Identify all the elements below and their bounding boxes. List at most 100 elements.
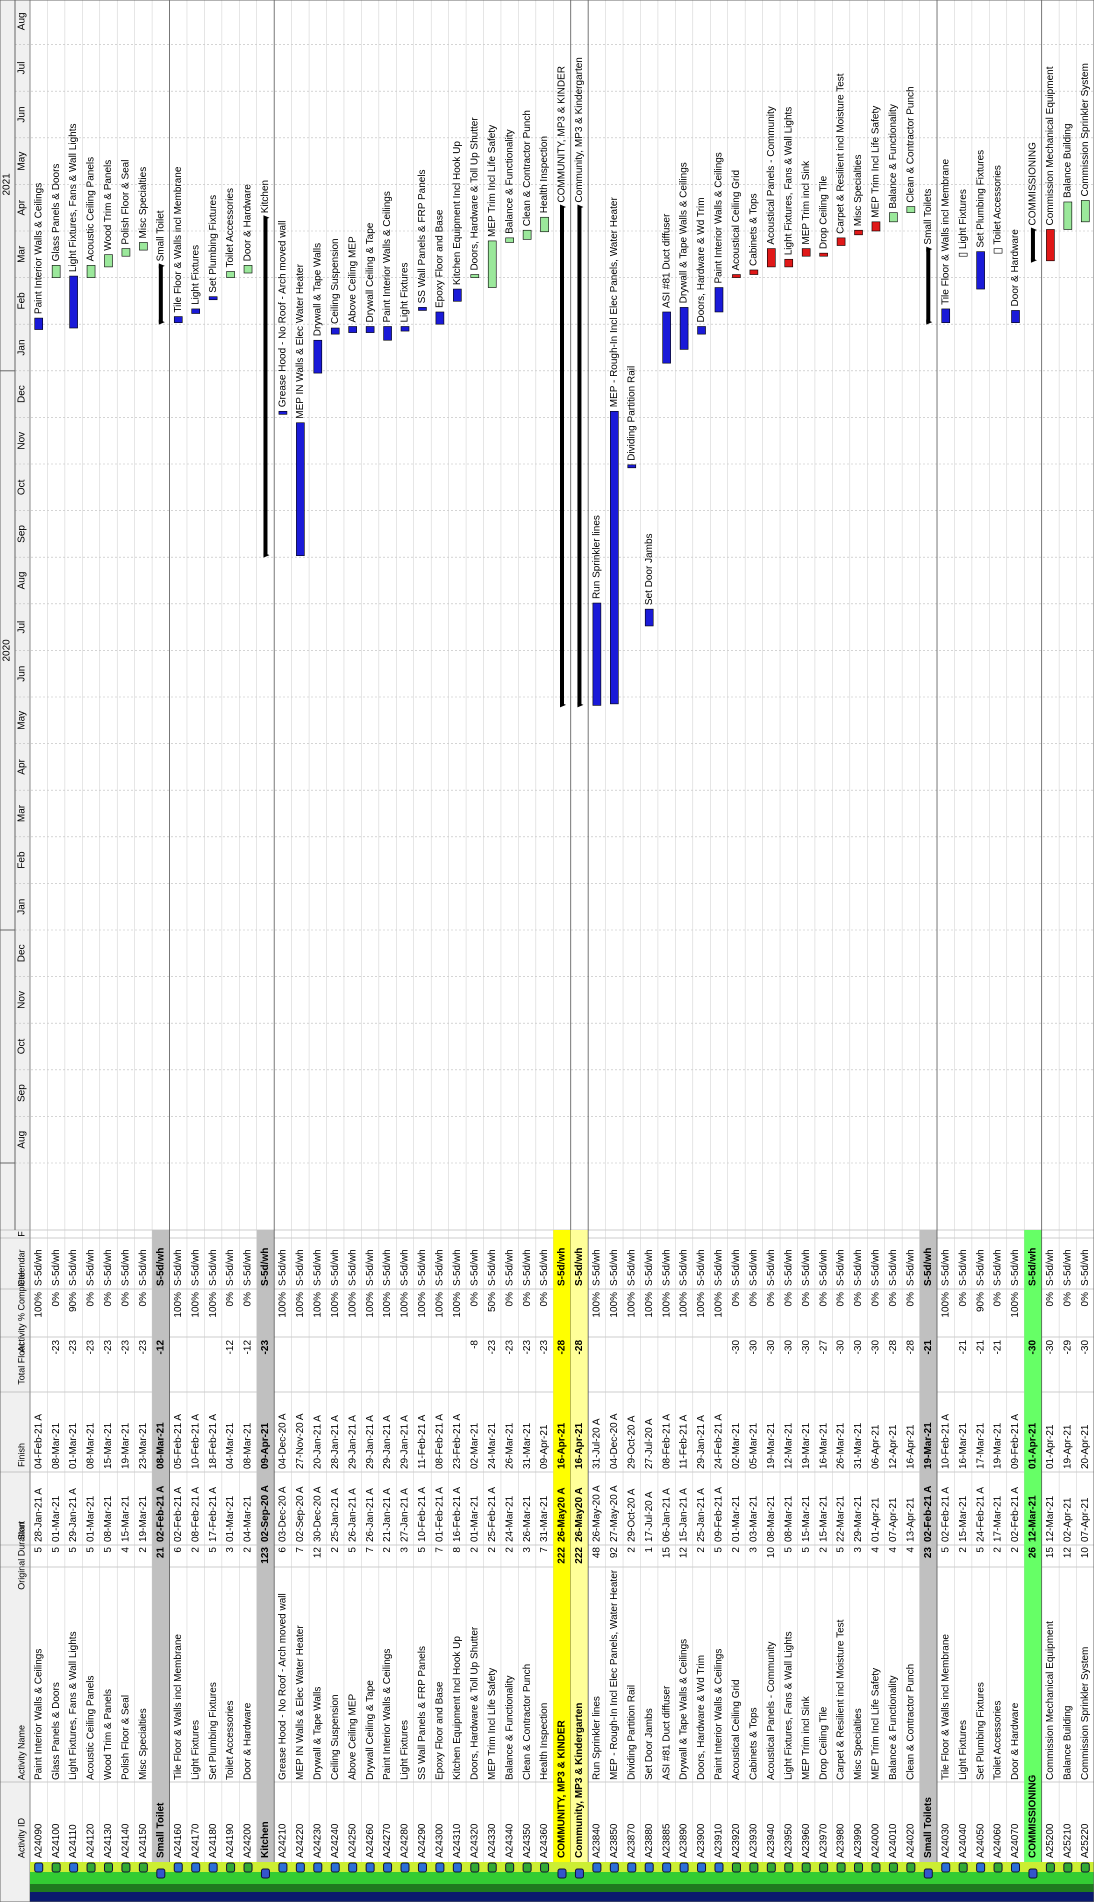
activity-bar <box>976 251 985 290</box>
cell-name: Set Door Jambs <box>644 1708 655 1780</box>
row-icon <box>505 1862 515 1873</box>
cell-name: Epoxy Floor and Base <box>435 1681 446 1780</box>
cell-id: A23930 <box>749 1823 760 1858</box>
row-icon <box>208 1862 218 1873</box>
cell-id: A24260 <box>365 1823 376 1858</box>
cell-finish: 08-Mar-21 <box>155 1422 166 1469</box>
cell-float: -28 <box>574 1340 585 1355</box>
activity-bar <box>610 410 619 705</box>
cell-float: -8 <box>469 1340 480 1349</box>
cell-dur: 5 <box>940 1547 951 1553</box>
cell-id: A23870 <box>626 1823 637 1858</box>
cell-dur: 3 <box>522 1547 533 1553</box>
row-icon <box>923 1868 933 1879</box>
cell-cal: S-5d/wh <box>1080 1249 1091 1286</box>
activity-bar <box>173 316 183 323</box>
month-label: Aug <box>17 12 28 30</box>
activity-bar <box>435 311 445 325</box>
bar-label: Commission Mechanical Equipment <box>1045 66 1056 225</box>
row-icon <box>574 1868 584 1879</box>
activity-bar <box>487 240 497 288</box>
row-icon <box>365 1862 375 1873</box>
cell-float: -23 <box>68 1340 79 1355</box>
cell-id: A24300 <box>435 1823 446 1858</box>
cell-cal: S-5d/wh <box>330 1249 341 1286</box>
cell-pct: 0% <box>888 1292 899 1307</box>
cell-finish: 04-Feb-21 A <box>33 1414 44 1469</box>
cell-pct: 0% <box>1062 1292 1073 1307</box>
row-icon <box>557 1868 567 1879</box>
activity-bar <box>767 248 776 268</box>
cell-dur: 2 <box>487 1547 498 1553</box>
cell-pct: 100% <box>714 1292 725 1318</box>
bar-label: Acoustic Ceiling Panels <box>86 157 97 262</box>
column-header: Original Duration <box>16 1522 26 1590</box>
cell-id: A24120 <box>86 1823 97 1858</box>
cell-cal: S-5d/wh <box>1010 1249 1021 1286</box>
cell-dur: 6 <box>173 1547 184 1553</box>
cell-pct: 100% <box>435 1292 446 1318</box>
row-icon <box>138 1862 148 1873</box>
cell-dur: 7 <box>295 1547 306 1553</box>
cell-pct: 100% <box>330 1292 341 1318</box>
bar-label: MEP Trim incl Sink <box>801 160 812 245</box>
cell-cal: S-5d/wh <box>225 1249 236 1286</box>
cell-name: Carpet & Resilient incl Moisture Test <box>836 1619 847 1780</box>
activity-bar <box>941 308 951 323</box>
row-icon <box>679 1862 689 1873</box>
row-icon <box>417 1862 427 1873</box>
cell-dur: 4 <box>888 1547 899 1553</box>
cell-pct: 0% <box>522 1292 533 1307</box>
cell-pct: 100% <box>940 1292 951 1318</box>
cell-name: Paint Interior Walls & Ceilings <box>382 1649 393 1780</box>
cell-cal: S-5d/wh <box>103 1249 114 1286</box>
cell-start: 25-Jan-21 A <box>330 1488 341 1542</box>
cell-dur: 5 <box>208 1547 219 1553</box>
cell-name: Drywall Ceiling & Tape <box>365 1680 376 1780</box>
row-icon <box>330 1862 340 1873</box>
activity-bar <box>243 265 253 274</box>
cell-name: Toilet Accessories <box>225 1701 236 1780</box>
bar-label: Tile Floor & Walls incl Membrane <box>173 166 184 312</box>
cell-name: Grease Hood - No Roof - Arch moved wall <box>278 1593 289 1780</box>
cell-name: Ceiling Suspension <box>330 1694 341 1780</box>
cell-cal: S-5d/wh <box>923 1248 934 1286</box>
cell-id: A24340 <box>504 1823 515 1858</box>
row-icon <box>644 1862 654 1873</box>
bar-label: Doors, Hardware & Wd Trim <box>696 197 707 322</box>
cell-name: MEP IN Walls & Elec Water Heater <box>295 1625 306 1780</box>
cell-float: -23 <box>121 1340 132 1355</box>
activity-bar <box>836 237 846 246</box>
month-label: Dec <box>17 385 28 403</box>
activity-bar <box>505 237 514 243</box>
bar-label: Commission Sprinkler System <box>1080 63 1091 196</box>
activity-bar <box>86 265 96 278</box>
cell-start: 16-Feb-21 A <box>452 1487 463 1542</box>
row-icon <box>766 1862 776 1873</box>
cell-pct: 0% <box>905 1292 916 1307</box>
cell-id: A24270 <box>382 1823 393 1858</box>
cell-pct: 100% <box>696 1292 707 1318</box>
cell-start: 03-Mar-21 <box>749 1495 760 1542</box>
cell-id: A24070 <box>1010 1823 1021 1858</box>
activity-bar <box>540 216 549 233</box>
bar-label: Doors, Hardware & Toll Up Shutter <box>469 117 480 271</box>
column-header: Activity Name <box>16 1725 26 1780</box>
cell-name: SS Wall Panels & FRP Panels <box>417 1646 428 1780</box>
cell-finish: 24-Mar-21 <box>487 1422 498 1469</box>
cell-dur: 15 <box>1045 1547 1056 1559</box>
cell-start: 29-Mar-21 <box>853 1495 864 1542</box>
bar-label: Paint Interior Walls & Ceilings <box>33 183 44 314</box>
cell-pct: 100% <box>592 1292 603 1318</box>
cell-finish: 31-Mar-21 <box>522 1422 533 1469</box>
cell-finish: 02-Mar-21 <box>731 1422 742 1469</box>
cell-pct: 100% <box>452 1292 463 1318</box>
cell-cal: S-5d/wh <box>783 1249 794 1286</box>
row-icon <box>784 1862 794 1873</box>
cell-name: Acoustic Ceiling Panels <box>86 1676 97 1781</box>
cell-finish: 08-Mar-21 <box>51 1422 62 1469</box>
month-label: Mar <box>17 804 28 822</box>
cell-float: -28 <box>905 1340 916 1355</box>
bar-label: Misc Specialties <box>853 155 864 227</box>
